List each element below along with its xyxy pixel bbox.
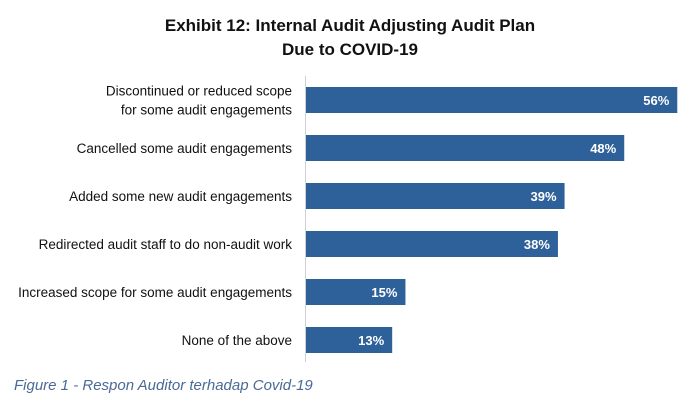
data-label: 56% — [643, 93, 669, 108]
chart-title-line: Exhibit 12: Internal Audit Adjusting Aud… — [164, 16, 536, 35]
category-label: None of the above — [182, 333, 292, 348]
category-label: Discontinued or reduced scope — [106, 84, 292, 99]
category-label: for some audit engagements — [121, 103, 292, 118]
bar — [306, 135, 625, 161]
category-label: Cancelled some audit engagements — [77, 141, 293, 156]
chart-title: Exhibit 12: Internal Audit Adjusting Aud… — [0, 14, 700, 62]
data-label: 15% — [371, 285, 397, 300]
data-label: 38% — [524, 237, 550, 252]
bar — [306, 327, 393, 353]
data-label: 13% — [358, 333, 384, 348]
chart-title-line: Due to COVID-19 — [281, 40, 419, 59]
bar — [306, 279, 406, 305]
category-label: Added some new audit engagements — [69, 189, 292, 204]
data-label: 39% — [531, 189, 557, 204]
figure-caption: Figure 1 - Respon Auditor terhadap Covid… — [14, 377, 313, 394]
category-label: Increased scope for some audit engagemen… — [18, 285, 292, 300]
category-label: Redirected audit staff to do non-audit w… — [39, 237, 293, 252]
bar — [306, 87, 678, 113]
bar — [306, 231, 558, 257]
data-label: 48% — [590, 141, 616, 156]
bar — [306, 183, 565, 209]
